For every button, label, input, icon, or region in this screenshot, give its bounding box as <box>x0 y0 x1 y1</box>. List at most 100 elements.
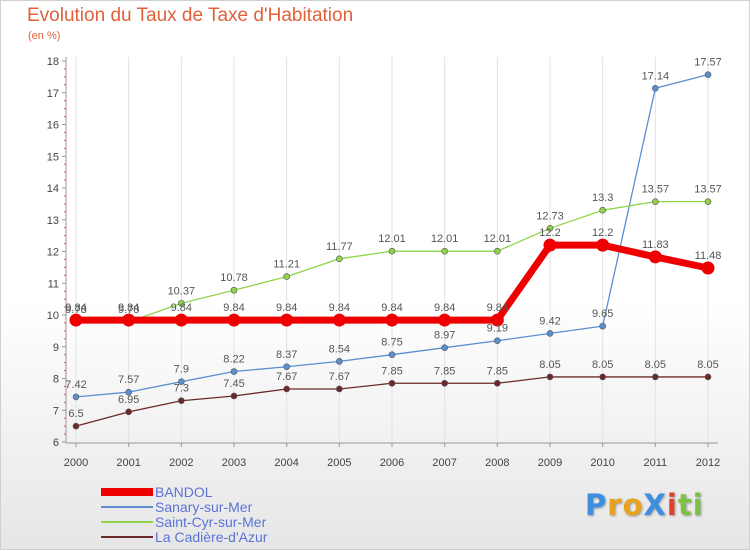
data-point <box>388 379 396 387</box>
y-tick-label: 17 <box>47 88 59 100</box>
data-point <box>230 368 238 375</box>
axis-layer: 6 7 8 9 10 11 12 13 14 15 16 17 18 2000 2001 2002 2003 20… <box>47 56 720 469</box>
data-point <box>125 408 132 416</box>
data-label: 8.05 <box>645 359 666 371</box>
data-label: 9.84 <box>434 302 455 314</box>
data-label: 9.84 <box>65 302 86 314</box>
y-tick-label: 13 <box>47 215 59 227</box>
data-point <box>441 344 448 352</box>
x-tick-label: 2007 <box>432 457 456 469</box>
data-label: 8.75 <box>381 337 402 349</box>
legend-swatch <box>101 488 153 496</box>
x-tick-label: 2001 <box>116 457 140 469</box>
logo-letter: P <box>585 488 608 522</box>
y-tick-label: 6 <box>53 437 59 449</box>
legend-swatch <box>101 521 153 523</box>
x-tick-label: 2010 <box>590 457 614 469</box>
data-point <box>122 313 136 327</box>
data-label: 6.95 <box>118 394 139 406</box>
data-point <box>652 85 659 92</box>
data-point <box>599 206 606 214</box>
y-tick-label: 11 <box>48 278 59 290</box>
data-label: 9.19 <box>487 323 508 335</box>
data-point <box>388 247 396 255</box>
data-label: 7.85 <box>381 365 402 377</box>
data-point <box>69 313 83 327</box>
data-label: 7.9 <box>174 364 189 376</box>
legend-label: Saint-Cyr-sur-Mer <box>155 514 267 530</box>
data-point <box>178 397 185 405</box>
logo-letter: i <box>692 488 704 522</box>
data-point <box>441 247 448 255</box>
data-point <box>494 379 501 387</box>
data-point <box>543 238 557 252</box>
data-point <box>704 71 712 78</box>
data-point <box>125 388 132 396</box>
data-label: 11.21 <box>273 259 300 271</box>
data-point <box>336 358 343 365</box>
proxiti-logo: ProXiti <box>585 488 704 522</box>
data-label: 9.78 <box>118 304 139 316</box>
legend-swatch <box>101 536 153 538</box>
data-label: 11.77 <box>326 241 353 253</box>
data-label: 9.65 <box>592 308 613 320</box>
data-point <box>648 250 662 264</box>
data-label: 8.97 <box>434 330 455 342</box>
logo-letter: i <box>666 488 678 522</box>
data-point <box>704 373 712 381</box>
data-point <box>283 385 290 393</box>
data-point <box>494 337 501 345</box>
data-label: 8.05 <box>592 359 613 371</box>
data-point <box>441 379 448 387</box>
data-point <box>336 255 343 263</box>
data-label: 13.57 <box>642 184 670 196</box>
data-point <box>72 422 80 430</box>
data-point <box>546 225 554 232</box>
data-point <box>72 393 80 401</box>
data-point <box>178 378 185 385</box>
y-tick-label: 14 <box>47 183 59 195</box>
data-label: 12.01 <box>431 233 459 245</box>
data-label: 9.84 <box>329 302 350 314</box>
y-tick-label: 10 <box>47 310 59 322</box>
y-tick-label: 9 <box>53 342 59 354</box>
data-point <box>332 313 346 327</box>
data-label: 8.54 <box>329 343 350 355</box>
data-point <box>704 198 712 205</box>
data-label: 10.37 <box>168 285 196 297</box>
logo-letter: o <box>622 488 644 522</box>
data-point <box>546 330 554 337</box>
y-tick-label: 15 <box>47 151 59 163</box>
data-label: 7.85 <box>434 365 455 377</box>
data-label: 9.84 <box>487 302 508 314</box>
data-point <box>283 363 290 371</box>
data-label: 9.84 <box>381 302 402 314</box>
data-label: 7.67 <box>276 371 297 383</box>
data-label: 11.48 <box>695 250 722 262</box>
data-point <box>652 198 659 205</box>
data-label: 9.84 <box>171 302 192 314</box>
data-label: 11.83 <box>642 239 669 251</box>
data-point <box>227 313 241 327</box>
x-tick-label: 2004 <box>274 457 298 469</box>
data-point <box>336 385 343 393</box>
data-point <box>280 313 294 327</box>
data-label: 12.2 <box>539 227 560 239</box>
data-label: 9.78 <box>65 304 86 316</box>
data-point <box>230 286 238 294</box>
logo-letter: X <box>643 488 667 522</box>
data-point <box>599 322 606 330</box>
data-label: 7.67 <box>329 371 350 383</box>
data-point <box>385 313 399 327</box>
data-label: 12.2 <box>592 227 613 239</box>
data-point <box>494 247 501 255</box>
x-tick-label: 2008 <box>485 457 509 469</box>
data-point <box>230 392 238 400</box>
data-label: 7.45 <box>223 378 244 390</box>
data-label: 12.01 <box>378 233 406 245</box>
data-point <box>701 261 715 275</box>
data-point <box>178 299 185 307</box>
data-label: 8.22 <box>223 354 244 366</box>
